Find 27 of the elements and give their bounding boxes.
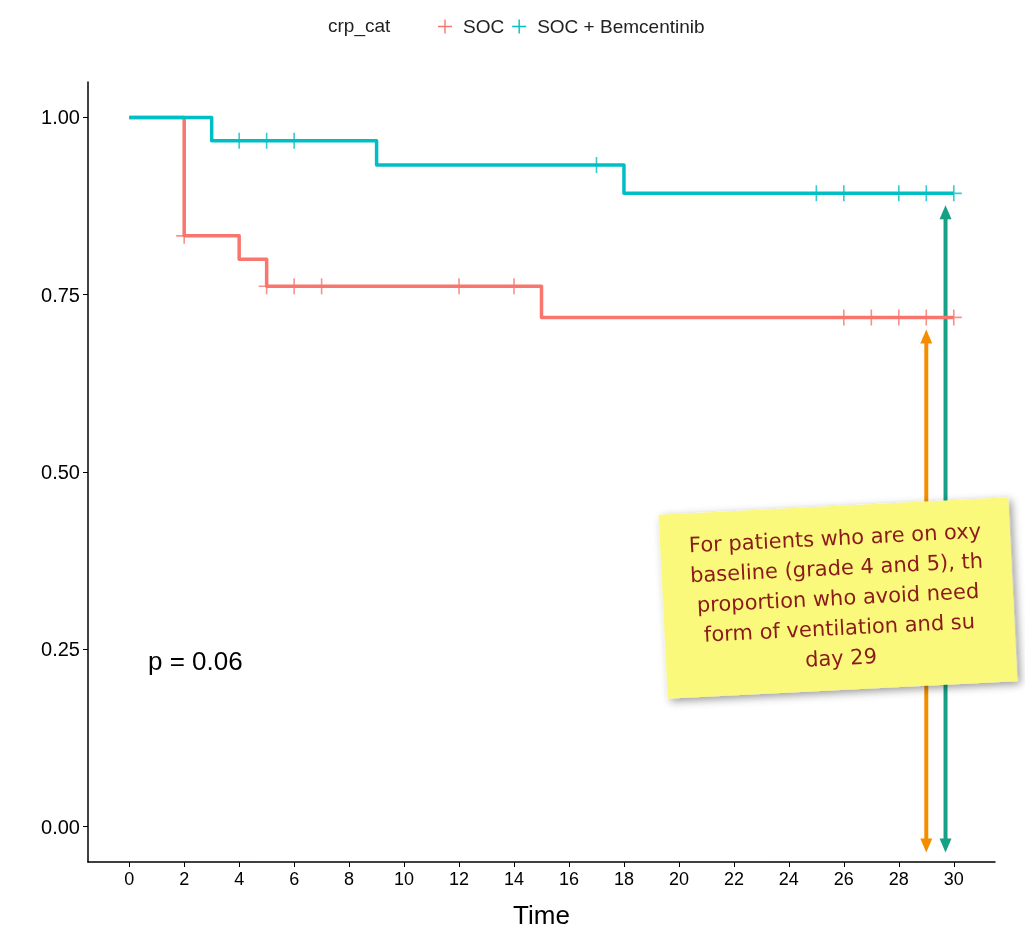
x-axis-title: Time	[513, 900, 570, 930]
legend-title: crp_cat	[328, 15, 392, 37]
x-tick-label: 20	[668, 869, 689, 889]
x-tick-label: 22	[723, 869, 744, 889]
annotation: p = 0.06	[148, 646, 243, 676]
annotation: For patients who are on oxy baseline (grade 4 and 5), th proportion who avoid need form of ventilation and su day 29	[688, 518, 984, 672]
y-tick-label: 0.00	[41, 815, 80, 838]
legend-label: SOC	[463, 16, 505, 37]
x-tick-label: 2	[179, 869, 190, 889]
y-tick-label: 0.75	[41, 283, 80, 306]
y-tick-label: 1.00	[41, 106, 80, 129]
x-tick-label: 6	[289, 869, 300, 889]
x-tick-label: 14	[504, 869, 525, 889]
x-tick-label: 0	[124, 869, 135, 889]
x-tick-label: 26	[833, 869, 854, 889]
x-tick-label: 24	[778, 869, 799, 889]
y-tick-label: 0.50	[41, 461, 80, 483]
x-tick-label: 30	[943, 869, 964, 889]
x-tick-label: 18	[613, 869, 634, 889]
x-tick-label: 8	[344, 869, 355, 889]
legend-label: SOC + Bemcentinib	[537, 16, 705, 37]
x-tick-label: 4	[234, 869, 245, 889]
x-tick-label: 16	[558, 869, 579, 889]
x-tick-label: 10	[394, 869, 415, 889]
x-tick-label: 28	[888, 869, 909, 889]
x-tick-label: 12	[449, 869, 470, 889]
y-tick-label: 0.25	[41, 638, 80, 661]
